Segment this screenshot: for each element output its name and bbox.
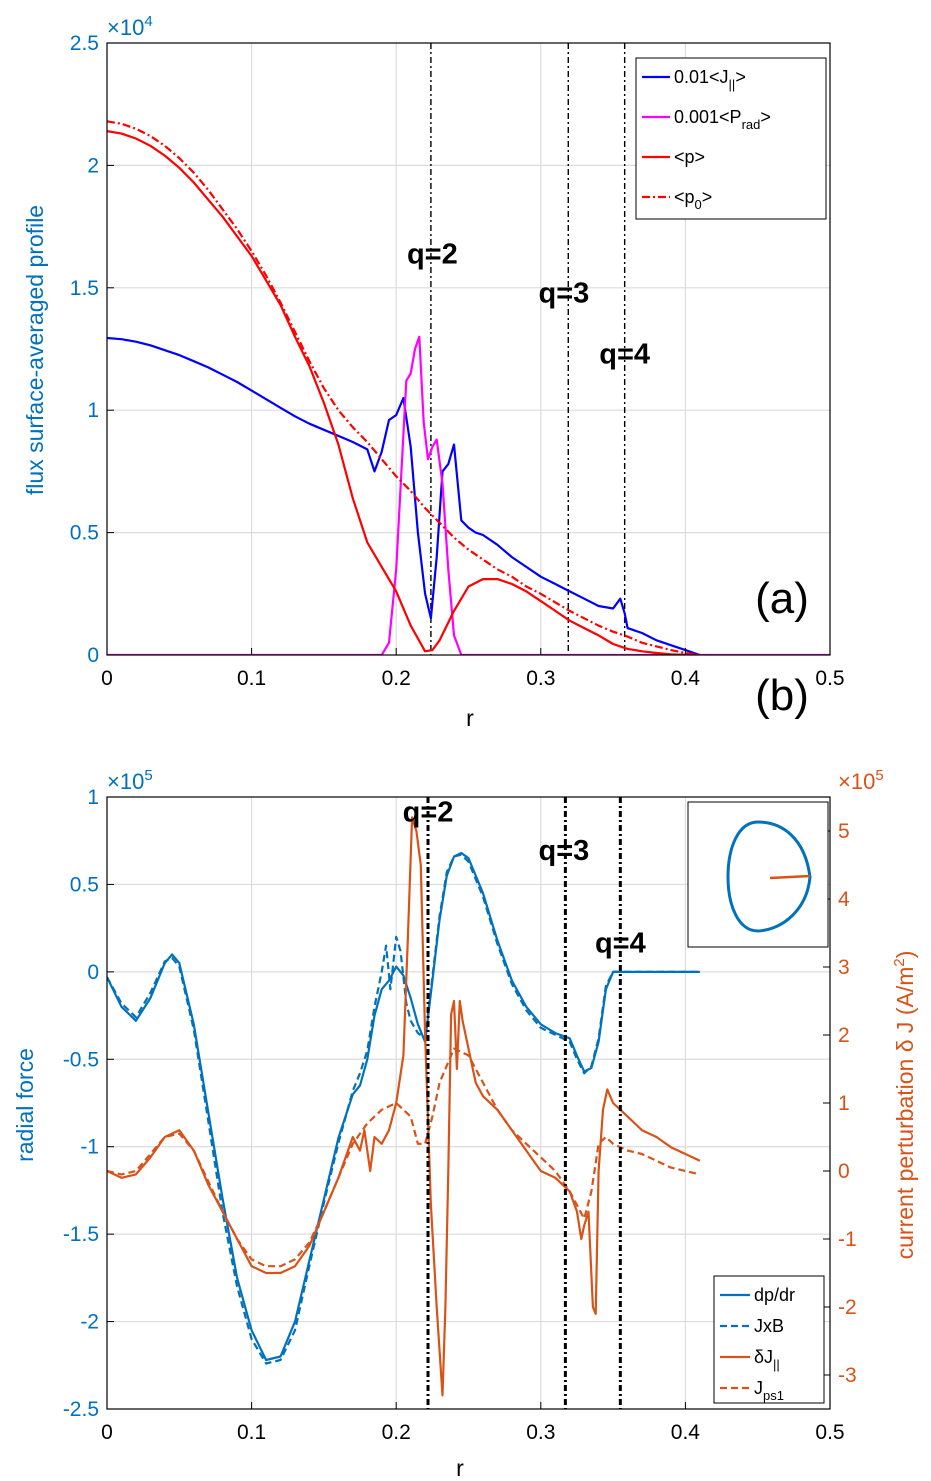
x-tick-label: 0 [101, 1421, 113, 1444]
y-tick-label: -0.5 [63, 1048, 99, 1071]
panel-a-label: (a) [755, 574, 809, 623]
y-right-tick-label: -3 [838, 1364, 857, 1387]
panel-b: 0 0.1 0.2 0.3 0.4 0.5 -2.5 -2 -1.5 -1 -0.5 0 0.5 1 -… [12, 671, 918, 1481]
y-tick-label: -1.5 [63, 1223, 99, 1246]
y-right-tick-label: 1 [838, 1092, 850, 1115]
panel-a-x-ticks: 0 0.1 0.2 0.3 0.4 0.5 [101, 648, 845, 690]
y-right-tick-label: -2 [838, 1296, 857, 1319]
panel-b-q-lines [426, 797, 622, 1409]
legend-label: dp/dr [754, 1285, 795, 1305]
q-annotation: q=2 [403, 796, 454, 828]
series-line [107, 130, 700, 655]
inset-box [687, 801, 829, 948]
y-tick-label: 0.5 [70, 873, 99, 896]
panel-b-x-label: r [456, 1455, 464, 1481]
y-tick-label: -2 [80, 1311, 99, 1334]
panel-b-y-label: radial force [12, 1048, 38, 1162]
y-tick-label: -1 [80, 1136, 99, 1159]
x-tick-label: 0.1 [237, 667, 266, 690]
svg-text:×104: ×104 [107, 13, 153, 40]
panel-a-q-lines [430, 43, 626, 655]
series-line [107, 335, 830, 655]
panel-b-x-ticks: 0 0.1 0.2 0.3 0.4 0.5 [101, 1402, 845, 1444]
y-tick-label: 2 [87, 154, 99, 177]
panel-b-y-exponent: ×105 [107, 767, 153, 794]
legend-label: JxB [754, 1316, 784, 1336]
y-right-tick-label: 0 [838, 1160, 850, 1183]
legend-label: <p> [674, 147, 705, 167]
x-tick-label: 0.3 [526, 667, 555, 690]
panel-a-annotations: q=2 q=3 q=4 [407, 238, 650, 370]
series-line [107, 816, 701, 1397]
legend-label: δJ|| [754, 1347, 780, 1372]
panel-b-inset [687, 801, 829, 948]
y-tick-label: 1 [87, 399, 99, 422]
panel-b-y-ticks-right: -3 -2 -1 0 1 2 3 4 5 [823, 820, 857, 1387]
q-annotation: q=3 [539, 835, 590, 867]
panel-a: 0 0.1 0.2 0.3 0.4 0.5 0 0.5 1 1.5 2 2.5 r flux sur… [22, 13, 845, 731]
panel-b-annotations: q=2 q=3 q=4 [403, 796, 646, 959]
panel-a-frame [106, 42, 831, 656]
legend-label: 0.001<Prad> [674, 107, 771, 132]
series-line [107, 336, 701, 655]
series-line [107, 853, 700, 1365]
y-tick-label: 1 [87, 786, 99, 809]
q-annotation: q=4 [595, 928, 646, 960]
x-tick-label: 0.1 [237, 1421, 266, 1444]
q-annotation: q=2 [407, 238, 458, 270]
y-tick-label: 0 [87, 961, 99, 984]
x-tick-label: 0.5 [815, 667, 844, 690]
panel-a-y-ticks: 0 0.5 1 1.5 2 2.5 [70, 32, 114, 667]
legend-label: 0.01<J||> [674, 67, 746, 92]
panel-b-y-right-exponent: ×105 [838, 767, 884, 794]
y-tick-label: 2.5 [70, 32, 99, 55]
y-right-tick-label: -1 [838, 1228, 857, 1251]
panel-a-legend-box [635, 57, 827, 220]
q-annotation: q=3 [539, 277, 590, 309]
x-tick-label: 0.2 [382, 1421, 411, 1444]
panel-b-y-ticks: -2.5 -2 -1.5 -1 -0.5 0 0.5 1 [63, 786, 114, 1421]
plasma-cross-section [726, 820, 812, 933]
panel-a-y-exponent: ×104 [107, 13, 153, 40]
panel-a-y-label: flux surface-averaged profile [22, 205, 48, 495]
y-right-tick-label: 4 [838, 888, 850, 911]
y-tick-label: 1.5 [70, 277, 99, 300]
legend-label: <p0> [674, 187, 712, 212]
x-tick-label: 0.4 [671, 1421, 701, 1444]
svg-text:×105: ×105 [107, 767, 153, 794]
y-tick-label: 0.5 [70, 522, 99, 545]
radial-ray [769, 874, 811, 880]
y-right-tick-label: 3 [838, 956, 850, 979]
x-tick-label: 0 [101, 667, 113, 690]
svg-text:×105: ×105 [838, 767, 884, 794]
panel-b-legend-box [713, 1275, 825, 1404]
x-tick-label: 0.3 [526, 1421, 555, 1444]
series-line [107, 120, 701, 655]
x-tick-label: 0.2 [382, 667, 411, 690]
legend-label: Jps1 [754, 1378, 784, 1403]
panel-a-legend: 0.01<J||> 0.001<Prad> <p> <p0> [635, 57, 827, 220]
y-right-tick-label: 2 [838, 1024, 850, 1047]
y-tick-label: -2.5 [63, 1398, 99, 1421]
series-line [107, 1047, 701, 1268]
y-right-tick-label: 5 [838, 820, 850, 843]
panel-b-label: (b) [755, 671, 809, 720]
q-annotation: q=4 [599, 339, 650, 371]
panel-a-x-label: r [466, 705, 474, 731]
panel-b-legend: dp/dr JxB δJ|| Jps1 [713, 1275, 825, 1404]
x-tick-label: 0.5 [815, 1421, 844, 1444]
y-tick-label: 0 [87, 644, 99, 667]
panel-b-series [107, 816, 701, 1397]
panel-a-series [107, 120, 830, 655]
x-tick-label: 0.4 [671, 667, 701, 690]
panel-b-y-label-right: current perturbation δ J (A/m2) [891, 951, 918, 1260]
